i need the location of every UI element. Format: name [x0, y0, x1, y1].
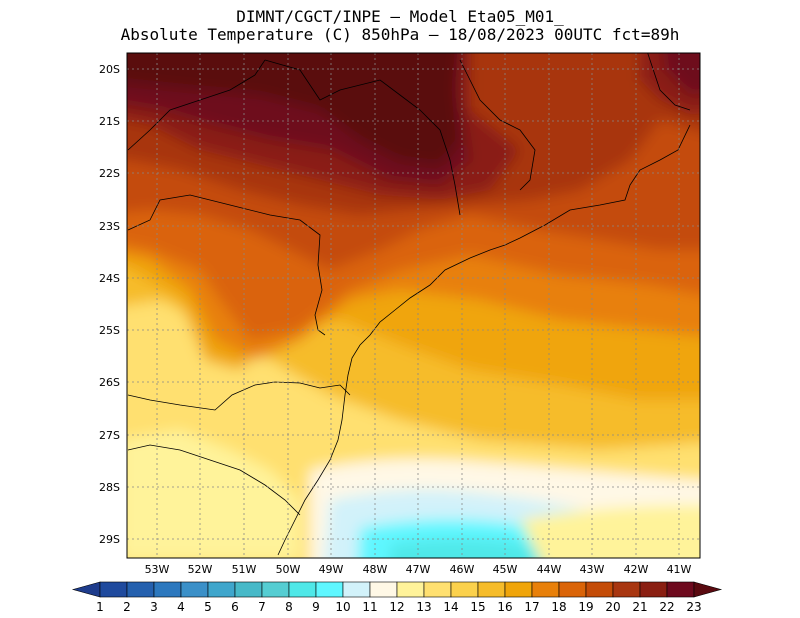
colorbar-swatch [477, 581, 506, 598]
lon-label: 46W [450, 563, 475, 576]
colorbar-label: 18 [551, 600, 566, 614]
colorbar-label: 16 [497, 600, 512, 614]
colorbar-swatch [153, 581, 182, 598]
lat-label: 22S [99, 167, 120, 180]
coastlines-borders [127, 53, 691, 556]
colorbar-label: 4 [177, 600, 185, 614]
lat-label: 25S [99, 324, 120, 337]
colorbar-swatch [207, 581, 236, 598]
colorbar-label: 1 [96, 600, 104, 614]
colorbar-label: 6 [231, 600, 239, 614]
colorbar-label: 11 [362, 600, 377, 614]
colorbar-swatch [99, 581, 128, 598]
lat-label: 24S [99, 272, 120, 285]
lon-label: 50W [276, 563, 301, 576]
lon-labels: 53W 52W 51W 50W 49W 48W 47W 46W 45W 44W … [145, 563, 692, 576]
colorbar-label: 12 [389, 600, 404, 614]
lon-label: 45W [493, 563, 518, 576]
colorbar-swatch [585, 581, 614, 598]
colorbar-label: 17 [524, 600, 539, 614]
colorbar-swatch [396, 581, 425, 598]
colorbar-label: 3 [150, 600, 158, 614]
colorbar-swatch [180, 581, 209, 598]
lon-label: 48W [363, 563, 388, 576]
colorbar-swatch [369, 581, 398, 598]
colorbar-label: 15 [470, 600, 485, 614]
colorbar-label: 7 [258, 600, 266, 614]
colorbar-swatch [558, 581, 587, 598]
colorbar-label: 10 [335, 600, 350, 614]
lat-labels: 20S 21S 22S 23S 24S 25S 26S 27S 28S 29S [99, 63, 120, 546]
colorbar-label: 8 [285, 600, 293, 614]
colorbar-swatch [531, 581, 560, 598]
lon-label: 53W [145, 563, 170, 576]
lat-label: 20S [99, 63, 120, 76]
temperature-field [127, 53, 700, 558]
map-frame [126, 52, 701, 559]
lon-label: 51W [232, 563, 257, 576]
colorbar-label: 21 [632, 600, 647, 614]
colorbar-label: 13 [416, 600, 431, 614]
lat-label: 28S [99, 481, 120, 494]
colorbar-label: 9 [312, 600, 320, 614]
lon-label: 52W [188, 563, 213, 576]
lon-label: 43W [580, 563, 605, 576]
colorbar-swatch [504, 581, 533, 598]
lon-label: 49W [319, 563, 344, 576]
graticule [127, 53, 700, 558]
colorbar-swatch [234, 581, 263, 598]
lon-label: 42W [624, 563, 649, 576]
title-line-1: DIMNT/CGCT/INPE – Model Eta05_M01_ [236, 7, 564, 26]
colorbar-label: 14 [443, 600, 458, 614]
colorbar-label: 19 [578, 600, 593, 614]
colorbar-label: 2 [123, 600, 131, 614]
colorbar-swatch [666, 581, 695, 598]
lat-label: 29S [99, 533, 120, 546]
lat-label: 21S [99, 115, 120, 128]
lat-label: 27S [99, 429, 120, 442]
colorbar-arrow-low [71, 581, 101, 598]
lat-label: 26S [99, 376, 120, 389]
colorbar-swatch [288, 581, 317, 598]
colorbar: 1 2 3 4 5 6 7 8 9 10 11 12 13 14 15 16 17 18 19 20 21 22 23 [71, 581, 723, 614]
colorbar-swatch [639, 581, 668, 598]
colorbar-swatch [450, 581, 479, 598]
colorbar-label: 20 [605, 600, 620, 614]
title-line-2: Absolute Temperature (C) 850hPa – 18/08/… [120, 25, 680, 44]
colorbar-swatch [315, 581, 344, 598]
colorbar-swatch [612, 581, 641, 598]
colorbar-swatch [126, 581, 155, 598]
colorbar-swatch [423, 581, 452, 598]
lat-label: 23S [99, 220, 120, 233]
colorbar-swatch [342, 581, 371, 598]
lon-label: 44W [537, 563, 562, 576]
colorbar-label: 23 [686, 600, 701, 614]
lon-label: 47W [406, 563, 431, 576]
lon-label: 41W [667, 563, 692, 576]
colorbar-label: 22 [659, 600, 674, 614]
colorbar-arrow-high [693, 581, 723, 598]
colorbar-label: 5 [204, 600, 212, 614]
colorbar-swatch [261, 581, 290, 598]
